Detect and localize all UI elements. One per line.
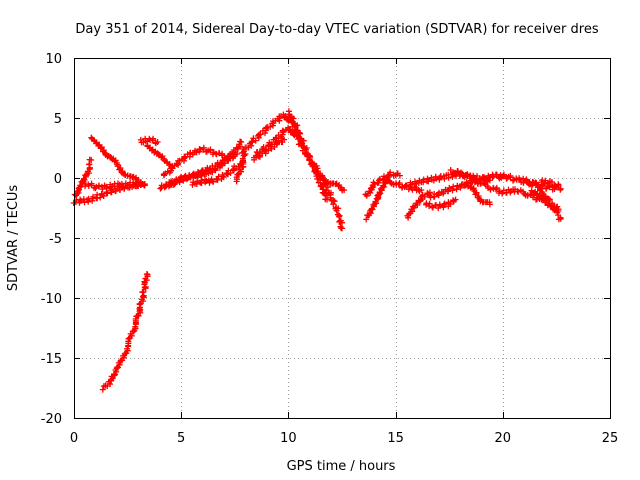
data-point-marks (160, 144, 232, 179)
x-axis-label: GPS time / hours (287, 459, 396, 474)
data-series (99, 271, 151, 393)
data-point-marks (460, 181, 493, 208)
x-tick-label: 15 (387, 431, 404, 446)
y-tick-label: -20 (41, 412, 62, 427)
data-point-marks (99, 271, 151, 393)
data-series (460, 181, 493, 208)
data-point-marks (144, 142, 176, 172)
data-point-marks (374, 169, 403, 200)
y-tick-label: -10 (41, 292, 62, 307)
data-series (538, 177, 562, 189)
data-point-marks (189, 160, 245, 188)
data-series (233, 151, 249, 185)
data-point-marks (423, 196, 459, 212)
data-points (70, 108, 564, 393)
data-point-marks (82, 179, 148, 193)
data-point-marks (520, 175, 564, 223)
y-tick-label: 10 (45, 52, 62, 67)
y-tick-label: -15 (41, 352, 62, 367)
data-series (423, 196, 459, 212)
data-series (82, 179, 148, 193)
data-point-marks (251, 135, 288, 163)
axis-ticks: 0 5 10 15 20 25 -20 -15 -10 -5 0 5 10 (41, 52, 619, 446)
data-series (374, 169, 403, 200)
y-tick-label: 5 (54, 112, 62, 127)
data-series (71, 156, 95, 199)
y-axis-label: SDTVAR / TECUs (6, 185, 21, 292)
data-point-marks (311, 166, 348, 194)
data-point-marks (163, 138, 245, 189)
data-series (160, 144, 232, 179)
data-point-marks (233, 151, 249, 185)
data-series (528, 187, 562, 213)
data-point-marks (137, 135, 161, 147)
x-tick-label: 20 (495, 431, 512, 446)
chart-title: Day 351 of 2014, Sidereal Day-to-day VTE… (75, 22, 598, 37)
data-series (137, 135, 161, 147)
data-series (189, 160, 245, 188)
grid (74, 58, 610, 418)
data-point-marks (71, 156, 95, 199)
data-series (163, 138, 245, 189)
x-tick-label: 25 (602, 431, 619, 446)
x-tick-label: 10 (280, 431, 297, 446)
data-series (447, 167, 545, 203)
data-point-marks (88, 134, 148, 188)
data-series (144, 142, 176, 172)
data-series (404, 189, 433, 221)
y-tick-label: -5 (49, 232, 62, 247)
data-series (88, 134, 148, 188)
data-series (311, 166, 348, 194)
data-point-marks (404, 189, 433, 221)
data-point-marks (528, 187, 562, 213)
x-tick-label: 0 (70, 431, 78, 446)
data-point-marks (538, 177, 562, 189)
data-series (520, 175, 564, 223)
data-point-marks (447, 167, 545, 203)
data-series (251, 135, 288, 163)
x-tick-label: 5 (177, 431, 185, 446)
y-tick-label: 0 (54, 172, 62, 187)
